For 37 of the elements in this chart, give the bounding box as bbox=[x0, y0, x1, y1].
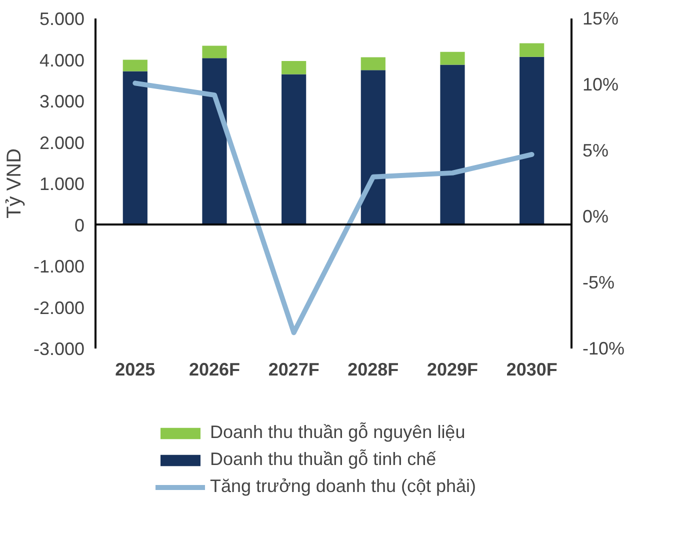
legend-label: Tăng trưởng doanh thu (cột phải) bbox=[210, 476, 476, 497]
y-tick-label: 0 bbox=[74, 215, 85, 236]
bar bbox=[360, 57, 386, 70]
y-tick-label: 4.000 bbox=[39, 50, 85, 70]
y2-tick-label: -10% bbox=[582, 338, 625, 358]
y-tick-label: -1.000 bbox=[33, 256, 85, 276]
bar bbox=[360, 70, 386, 225]
x-tick-label: 2030F bbox=[506, 360, 558, 380]
x-tick-label: 2028F bbox=[348, 360, 399, 380]
bar bbox=[440, 52, 465, 65]
y2-tick-label: 5% bbox=[582, 140, 609, 160]
y-tick-label: 5.000 bbox=[39, 9, 85, 29]
legend-label: Doanh thu thuần gỗ nguyên liệu bbox=[210, 422, 466, 443]
y2-tick-label: -5% bbox=[582, 272, 615, 292]
y-tick-label: 2.000 bbox=[39, 132, 85, 153]
bar bbox=[282, 74, 306, 225]
bar bbox=[520, 56, 544, 225]
x-tick-label: 2027F bbox=[268, 360, 320, 380]
bar bbox=[122, 60, 148, 72]
x-tick-label: 2026F bbox=[188, 360, 240, 380]
y-tick-label: -3.000 bbox=[33, 339, 85, 359]
bar bbox=[282, 60, 306, 74]
y-tick-label: 1.000 bbox=[39, 174, 85, 194]
bar bbox=[520, 43, 544, 57]
x-tick-label: 2025 bbox=[115, 360, 156, 380]
y2-tick-label: 15% bbox=[582, 8, 619, 28]
y2-tick-label: 0% bbox=[582, 206, 609, 226]
legend-label: Doanh thu thuần gỗ tinh chế bbox=[210, 449, 436, 470]
bar bbox=[202, 58, 227, 225]
bar bbox=[202, 46, 227, 58]
y-tick-label: -2.000 bbox=[33, 298, 85, 318]
bar bbox=[440, 64, 465, 225]
y-axis-title: Tỷ VND bbox=[3, 148, 26, 218]
bar bbox=[122, 71, 148, 225]
y2-tick-label: 10% bbox=[582, 74, 619, 94]
y-tick-label: 3.000 bbox=[39, 92, 85, 112]
x-tick-label: 2029F bbox=[426, 360, 478, 380]
